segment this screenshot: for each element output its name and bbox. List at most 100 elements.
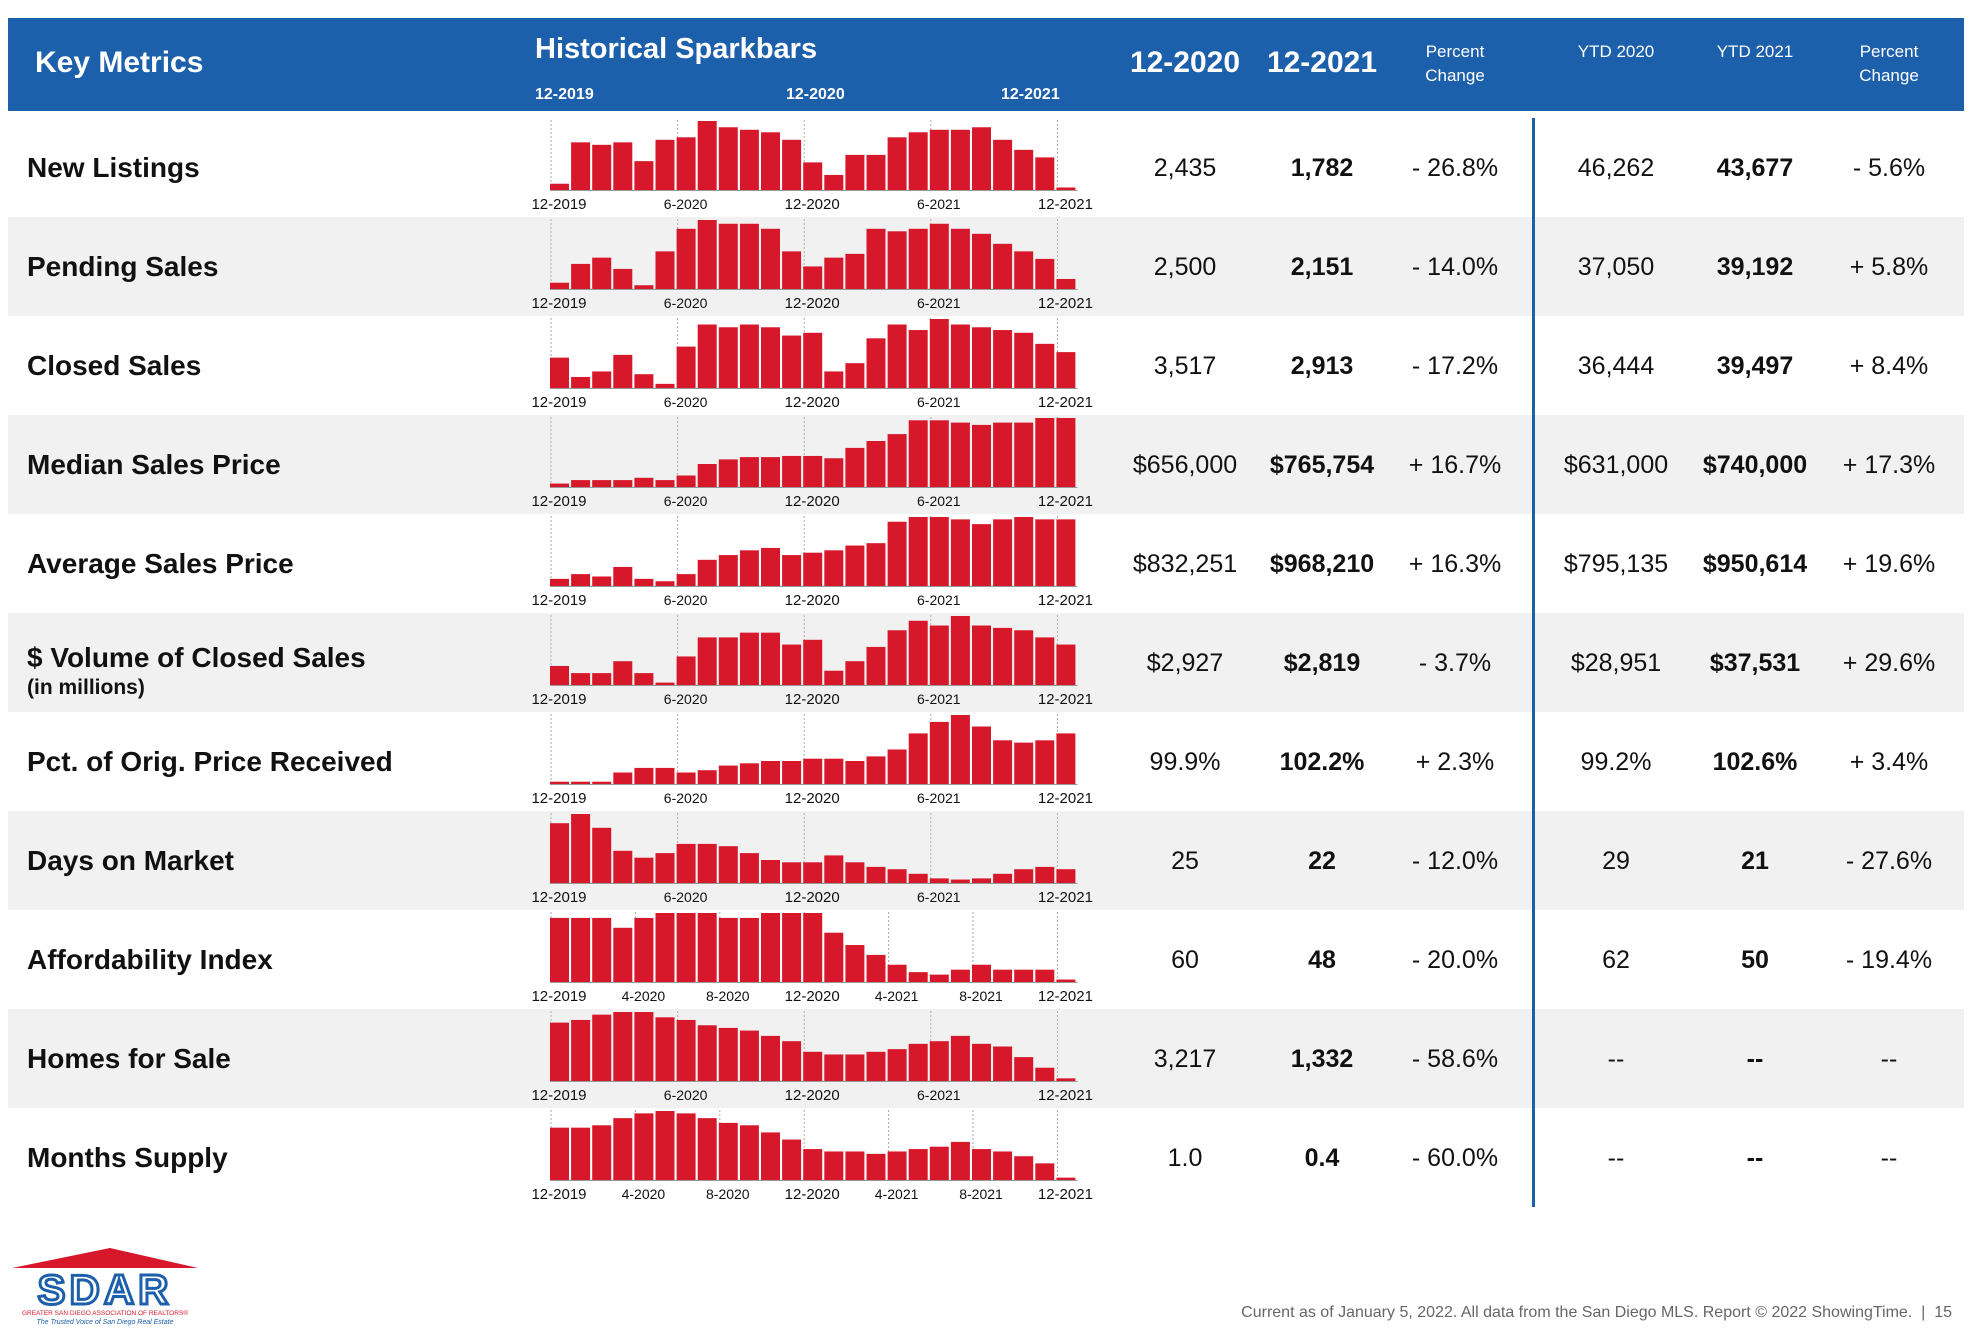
sparkbar [1035,1163,1055,1180]
sparkbar [950,228,970,289]
sparkbar [782,455,802,487]
sparkbar [972,1043,991,1081]
sparkbar [803,1051,823,1081]
sparkbar [613,1012,633,1081]
metric-value: + 29.6% [1842,649,1936,677]
sparkbar-header-label: 12-2019 [535,86,594,103]
metric-value: 50 [1741,946,1769,974]
sparkbar [592,827,612,883]
sparkbar [655,251,675,289]
sparkbar [655,682,675,685]
month-label: 6-2021 [917,889,961,905]
metric-value: 3,517 [1153,352,1217,380]
sparkbar [803,639,823,685]
sparkbar [824,550,844,586]
metric-value: 25 [1171,847,1199,875]
sparkbar [950,519,970,586]
sparkbar [761,1035,780,1081]
sparkbar [887,137,907,190]
footer: Current as of January 5, 2022. All data … [1241,1304,1952,1321]
sparkbar [993,969,1013,982]
sparkbar-chart: 12-2019 6-2020 12-2020 6-2021 12-2021 [531,516,1093,609]
sparkbar [929,878,949,883]
sparkbar [1056,869,1076,883]
month-label: 6-2020 [664,394,708,410]
sparkbar [1056,278,1076,289]
sparkbar [718,555,738,586]
metric-value: - 60.0% [1411,1144,1499,1172]
metric-value: 1.0 [1167,1144,1203,1172]
metric-value: - 26.8% [1411,154,1499,182]
sparkbar [1035,969,1055,982]
month-label: 12-2020 [785,790,840,807]
metric-value: $795,135 [1563,550,1669,578]
sparkbar [1014,1156,1034,1180]
month-label: 12-2019 [531,691,586,708]
sparkbar [613,142,633,190]
month-label: 12-2019 [531,592,586,609]
sparkbar [655,581,675,586]
sparkbar [676,346,696,388]
sparkbar [571,1019,591,1081]
sparkbar [676,772,696,784]
sparkbar [634,1113,654,1180]
sparkbar [550,665,569,685]
sparkbar [697,324,717,388]
sparkbar [761,228,780,289]
sparkbar [1056,1177,1076,1180]
metric-value: + 8.4% [1849,352,1929,380]
month-label: 12-2021 [1038,196,1093,213]
sparkbar [887,964,907,982]
sparkbar [845,862,865,883]
sparkbar [676,656,696,685]
sparkbar [845,945,865,982]
sparkbar [1014,517,1034,586]
sparkbar [993,873,1013,883]
sparkbar [718,765,738,784]
sparkbar [739,853,759,883]
sparkbar [1056,979,1076,982]
sparkbar [634,767,654,784]
sparkbar [950,969,970,982]
metric-value: 99.9% [1149,748,1221,776]
sparkbar [1056,519,1076,586]
logo-org: GREATER SAN DIEGO ASSOCIATION OF REALTOR… [22,1309,188,1317]
sparkbar [655,139,675,190]
month-label: 12-2021 [1038,1186,1093,1203]
sparkbar [1056,418,1076,487]
sparkbar [592,144,612,190]
sparkbar [1035,637,1055,685]
sparkbar [739,632,759,685]
metric-value: $2,819 [1283,649,1361,677]
month-label: 12-2020 [785,493,840,510]
sparkbar [571,142,591,190]
month-label: 12-2021 [1038,790,1093,807]
metric-label: Homes for Sale [27,1043,231,1074]
sparkbar [950,324,970,388]
sparkbar [697,464,717,487]
metric-value: $2,927 [1146,649,1224,677]
sparkbar [592,781,612,784]
sparkbar [550,578,569,586]
sparkbar [782,862,802,883]
metric-value: - 17.2% [1411,352,1499,380]
sparkbar [845,761,865,784]
sparkbar [1014,332,1034,388]
header-bar [8,18,1964,111]
sparkbar [803,862,823,883]
month-label: 12-2020 [785,1186,840,1203]
sparkbar [887,521,907,586]
metric-value: $656,000 [1132,451,1238,479]
metric-value: $740,000 [1702,451,1808,479]
metric-value: -- [1607,1144,1625,1172]
month-label: 8-2021 [959,1186,1003,1202]
metric-value: 1,332 [1290,1045,1354,1073]
sparkbar [929,129,949,190]
metric-value: - 12.0% [1411,847,1499,875]
sparkbar [571,1127,591,1180]
sparkbar [697,913,717,982]
sparkbar [550,183,569,190]
metric-value: - 27.6% [1845,847,1933,875]
month-label: 6-2021 [917,790,961,806]
month-label: 4-2021 [875,1186,919,1202]
